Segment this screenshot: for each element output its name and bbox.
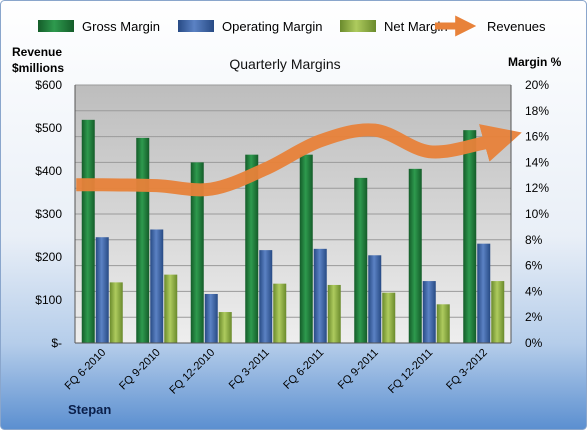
company-label: Stepan: [68, 402, 111, 417]
gross-margin-bar: [299, 154, 313, 343]
right-tick-label: 8%: [525, 233, 543, 247]
operating-margin-bar: [95, 237, 109, 343]
right-axis-title: Margin %: [508, 55, 562, 69]
revenue-line: [76, 123, 522, 197]
right-tick-label: 12%: [525, 181, 549, 195]
operating-margin-bar: [313, 248, 327, 343]
left-tick-label: $300: [35, 207, 62, 221]
legend-label: Gross Margin: [82, 19, 160, 34]
right-tick-label: 6%: [525, 259, 543, 273]
right-tick-label: 4%: [525, 284, 543, 298]
net-margin-bar: [382, 292, 396, 343]
left-tick-label: $500: [35, 121, 62, 135]
revenue-line-path: [76, 123, 522, 197]
left-tick-label: $200: [35, 250, 62, 264]
gross-margin-bar: [245, 154, 259, 343]
left-axis-title-line2: $millions: [12, 61, 64, 75]
net-margin-bar: [164, 274, 178, 343]
operating-margin-bar: [477, 243, 491, 343]
gross-margin-bar: [354, 177, 368, 343]
gross-margin-bar: [136, 137, 150, 343]
operating-margin-bar: [150, 229, 164, 343]
right-tick-label: 20%: [525, 78, 549, 92]
right-tick-label: 14%: [525, 155, 549, 169]
gross-margin-bar: [190, 162, 204, 343]
legend-label: Net Margin: [384, 19, 448, 34]
net-margin-bar: [327, 284, 341, 343]
gross-margin-bar: [463, 130, 477, 343]
legend-label: Operating Margin: [222, 19, 322, 34]
left-tick-label: $-: [51, 336, 62, 350]
gross-margin-bar: [81, 119, 95, 343]
net-margin-bar: [109, 282, 123, 343]
left-axis-title-line1: Revenue: [12, 45, 62, 59]
legend-swatch: [178, 20, 214, 32]
right-tick-label: 16%: [525, 130, 549, 144]
net-margin-bar: [491, 281, 505, 343]
operating-margin-bar: [368, 255, 382, 343]
gross-margin-bar: [408, 168, 422, 343]
net-margin-bar: [273, 283, 287, 343]
legend-swatch: [38, 20, 74, 32]
left-tick-label: $600: [35, 78, 62, 92]
legend-swatch: [340, 20, 376, 32]
left-tick-label: $100: [35, 293, 62, 307]
chart-title: Quarterly Margins: [229, 56, 340, 72]
right-tick-label: 2%: [525, 310, 543, 324]
legend: Gross Margin Operating Margin Net Margin Re…: [38, 15, 546, 37]
right-tick-label: 18%: [525, 104, 549, 118]
operating-margin-bar: [422, 281, 436, 343]
left-tick-label: $400: [35, 164, 62, 178]
net-margin-bar: [436, 304, 450, 343]
operating-margin-bar: [204, 293, 218, 343]
net-margin-bar: [218, 312, 232, 343]
right-tick-label: 10%: [525, 207, 549, 221]
legend-label: Revenues: [487, 19, 546, 34]
right-tick-label: 0%: [525, 336, 543, 350]
operating-margin-bar: [259, 250, 273, 343]
